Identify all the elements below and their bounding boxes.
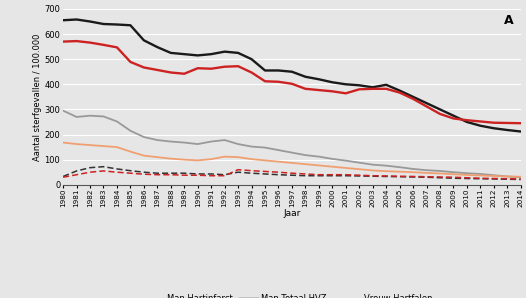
- Text: A: A: [504, 14, 514, 27]
- Y-axis label: Aantal sterfgevallen / 100.000: Aantal sterfgevallen / 100.000: [33, 33, 42, 161]
- Legend: Man Hartinfarct, Man Hartfalen, Man Totaal HVZ, Vrouw Hartinfarct, Vrouw Hartfal: Man Hartinfarct, Man Hartfalen, Man Tota…: [146, 294, 438, 298]
- X-axis label: Jaar: Jaar: [283, 209, 301, 218]
